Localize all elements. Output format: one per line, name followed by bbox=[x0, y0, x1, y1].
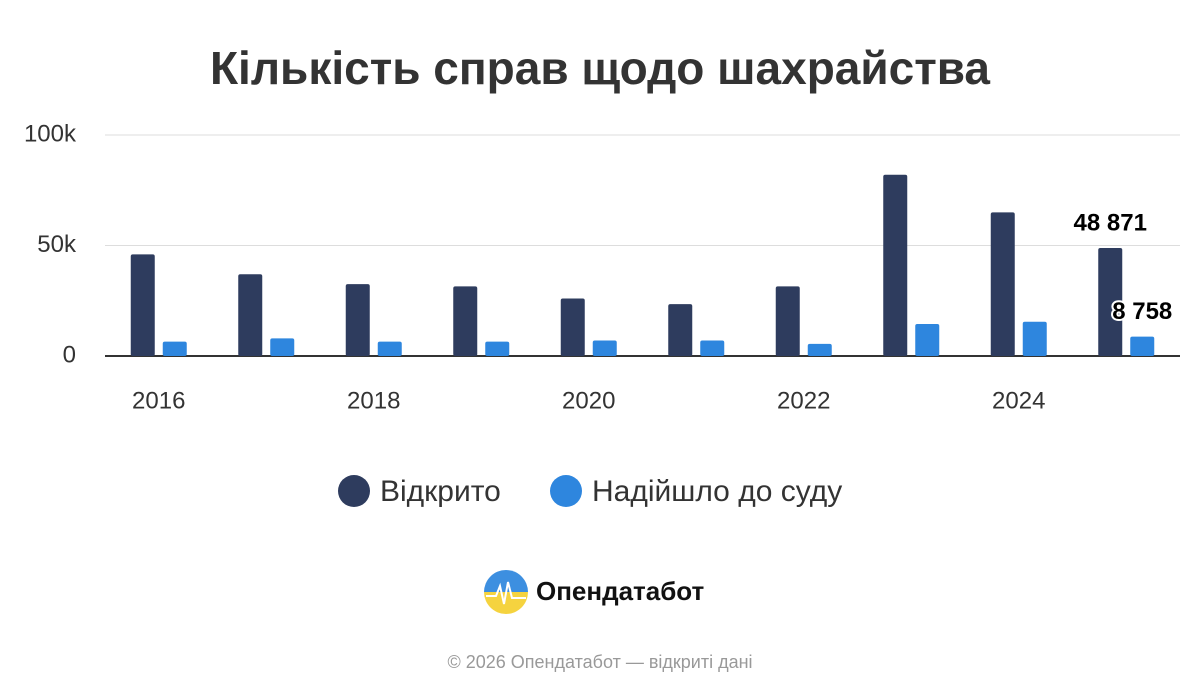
bar bbox=[130, 254, 155, 356]
chart-title: Кількість справ щодо шахрайства bbox=[210, 42, 990, 94]
bar bbox=[883, 174, 908, 356]
bar bbox=[915, 323, 940, 356]
logo: Опендатабот bbox=[484, 570, 705, 614]
bar bbox=[560, 298, 585, 356]
bar bbox=[162, 341, 187, 356]
bar bbox=[990, 212, 1015, 356]
x-tick-label: 2022 bbox=[777, 387, 830, 414]
x-tick-label: 2024 bbox=[992, 387, 1045, 414]
legend-label: Надійшло до суду bbox=[592, 475, 842, 508]
y-tick-label: 100k bbox=[24, 120, 77, 147]
legend-marker bbox=[550, 475, 582, 507]
logo-pulse bbox=[486, 581, 526, 605]
y-tick-label: 0 bbox=[63, 341, 76, 368]
bar bbox=[1130, 336, 1155, 356]
legend-marker bbox=[338, 475, 370, 507]
y-tick-label: 50k bbox=[37, 231, 77, 258]
bar bbox=[377, 341, 402, 356]
bar bbox=[775, 286, 800, 356]
bar bbox=[270, 338, 295, 356]
bar bbox=[238, 274, 263, 356]
bar bbox=[668, 304, 693, 356]
legend-label: Відкрито bbox=[380, 475, 501, 508]
bar bbox=[453, 286, 478, 356]
bar bbox=[485, 341, 510, 356]
data-label: 48 871 bbox=[1074, 209, 1147, 236]
bar bbox=[1022, 321, 1047, 356]
bar bbox=[592, 340, 617, 356]
x-tick-label: 2018 bbox=[347, 387, 400, 414]
footer: © 2026 Опендатабот — відкриті дані bbox=[447, 652, 752, 672]
bar bbox=[1098, 247, 1123, 356]
x-tick-label: 2020 bbox=[562, 387, 615, 414]
data-label: 8 758 bbox=[1112, 298, 1172, 325]
bar bbox=[807, 343, 832, 356]
logo-text: Опендатабот bbox=[536, 576, 705, 606]
bar bbox=[345, 284, 370, 356]
bar bbox=[700, 340, 725, 356]
x-tick-label: 2016 bbox=[132, 387, 185, 414]
